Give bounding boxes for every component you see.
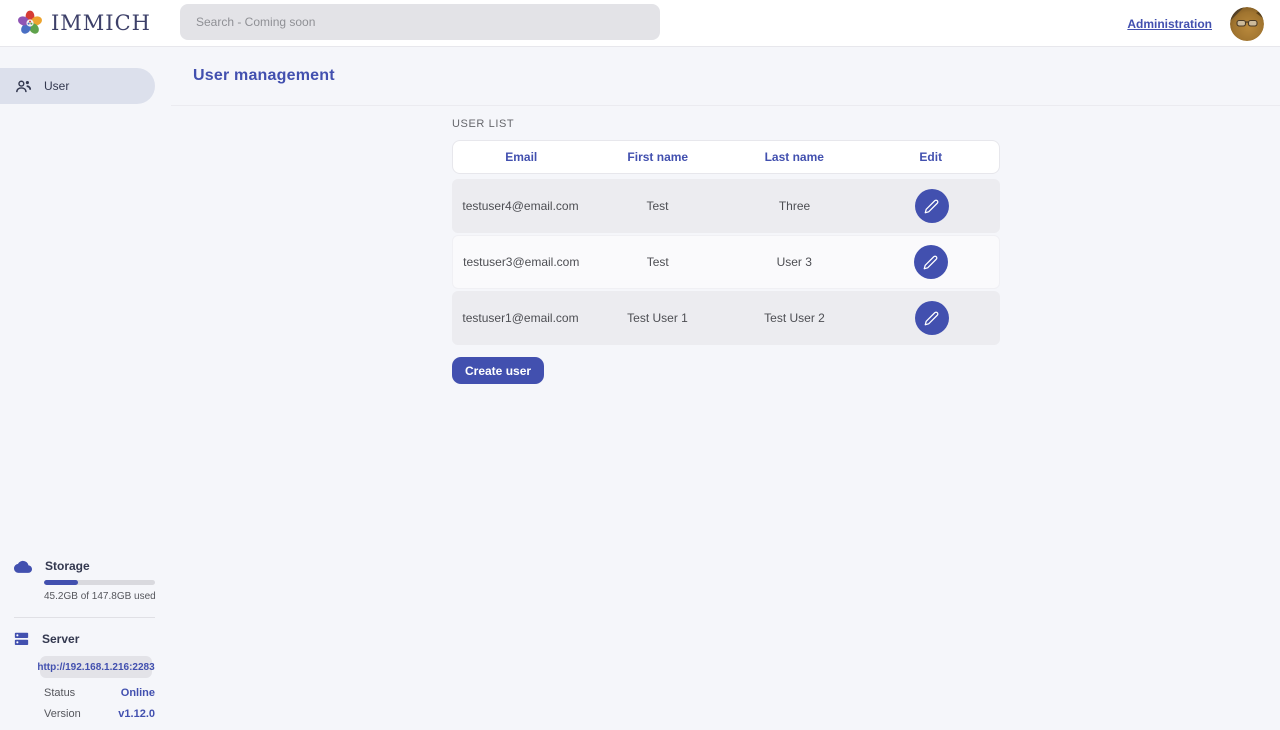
page-header: User management: [171, 47, 1280, 106]
table-row: testuser1@email.com Test User 1 Test Use…: [452, 291, 1000, 345]
pencil-icon: [924, 311, 939, 326]
glasses-shape: [1236, 19, 1258, 27]
top-navbar: IMMICH Administration: [0, 0, 1280, 47]
table-row: testuser4@email.com Test Three: [452, 179, 1000, 233]
cell-email: testuser3@email.com: [463, 255, 580, 269]
page-title: User management: [193, 67, 335, 84]
sidebar-divider: [14, 617, 155, 618]
brand-name: IMMICH: [51, 11, 151, 35]
edit-user-button[interactable]: [914, 301, 949, 335]
user-table-header: Email First name Last name Edit: [452, 140, 1000, 174]
pencil-icon: [924, 199, 939, 214]
cell-last-name: Test User 2: [764, 311, 825, 325]
server-icon: [14, 632, 29, 646]
cell-last-name: User 3: [776, 255, 812, 269]
create-user-button[interactable]: Create user: [452, 357, 545, 384]
server-version-value: v1.12.0: [118, 708, 155, 720]
cell-last-name: Three: [778, 199, 811, 213]
cell-first-name: Test: [646, 255, 669, 269]
user-list-label: USER LIST: [452, 118, 515, 130]
sidebar-item-user[interactable]: User: [0, 68, 155, 104]
storage-title: Storage: [45, 559, 90, 573]
search-input[interactable]: [180, 4, 660, 40]
cloud-icon: [14, 560, 32, 573]
main-content: User management USER LIST Email First na…: [171, 47, 1280, 730]
sidebar-item-user-label: User: [44, 79, 70, 93]
storage-section: Storage: [0, 559, 171, 573]
users-icon: [15, 79, 32, 94]
server-url-pill: http://192.168.1.216:2283: [37, 656, 155, 678]
server-url: http://192.168.1.216:2283: [37, 661, 155, 673]
column-header-email: Email: [505, 150, 538, 164]
pencil-icon: [923, 255, 938, 270]
administration-link[interactable]: Administration: [1127, 16, 1212, 31]
user-table-body: testuser4@email.com Test Three testuser3…: [452, 179, 1000, 345]
server-status-label: Status: [44, 687, 76, 699]
server-title: Server: [42, 632, 80, 646]
cell-email: testuser1@email.com: [462, 311, 579, 325]
cell-first-name: Test User 1: [627, 311, 688, 325]
edit-user-button[interactable]: [914, 189, 949, 223]
server-status-value: Online: [120, 687, 155, 699]
cell-email: testuser4@email.com: [462, 199, 579, 213]
admin-sidebar: User Storage 45.2GB of 147.8GB used: [0, 47, 171, 730]
table-row: testuser3@email.com Test User 3: [452, 235, 1000, 289]
storage-usage-text: 45.2GB of 147.8GB used: [44, 591, 156, 602]
cell-first-name: Test: [646, 199, 669, 213]
user-avatar[interactable]: [1230, 6, 1264, 41]
storage-progress-bar: [44, 580, 155, 585]
immich-flower-icon: [16, 9, 44, 37]
user-table: Email First name Last name Edit testuser…: [452, 140, 1000, 345]
server-version-label: Version: [44, 708, 81, 720]
storage-progress-fill: [44, 580, 78, 585]
edit-user-button[interactable]: [913, 245, 948, 279]
column-header-first-name: First name: [627, 150, 689, 164]
column-header-edit: Edit: [919, 150, 943, 164]
server-section: Server: [0, 632, 171, 646]
immich-logo[interactable]: IMMICH: [16, 9, 151, 37]
column-header-last-name: Last name: [764, 150, 824, 164]
